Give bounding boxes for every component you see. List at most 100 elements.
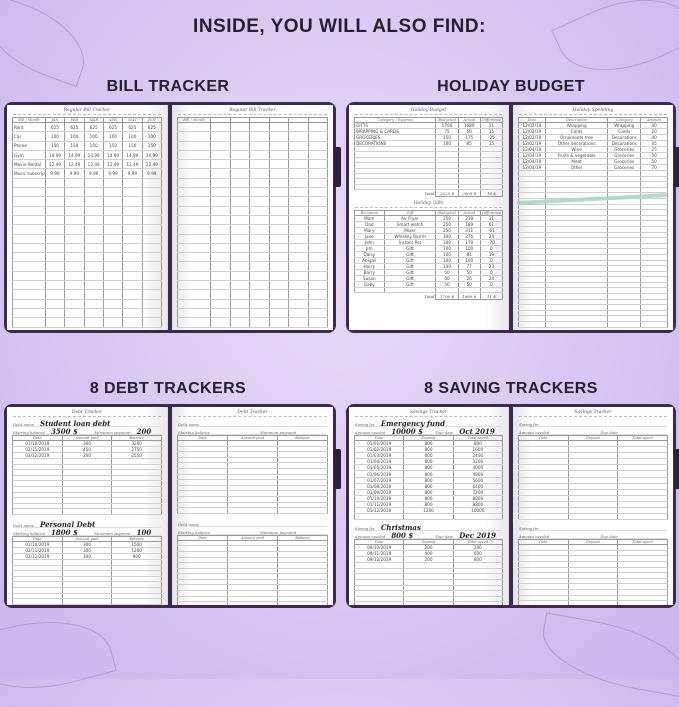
table-row [177, 224, 328, 235]
meta-right: Due date [600, 427, 623, 437]
table-row [518, 215, 668, 222]
data-table: Date Deposit Total saved 01/01/2019 800 800 01… [353, 435, 504, 521]
table-cell [544, 310, 609, 317]
table-cell: -61 [479, 227, 504, 235]
table-cell: 3200 [452, 458, 504, 466]
meta-line: Debt name Student loan debt [13, 419, 161, 428]
table-cell [177, 243, 211, 254]
table-cell: 100 [44, 131, 66, 142]
table-cell [44, 234, 66, 244]
table-row [353, 585, 504, 592]
column-header: Bill / Month [177, 117, 211, 123]
table-cell: 12/04/19 [518, 164, 546, 171]
table-row [12, 252, 163, 263]
decorative-leaf [535, 612, 679, 698]
table-cell [177, 150, 211, 161]
table-row [518, 243, 668, 250]
table-cell [210, 261, 231, 272]
table-row [12, 243, 163, 254]
meta-value: Dec 2019 [459, 531, 496, 541]
table-cell: 24 [479, 233, 504, 241]
table-cell [249, 196, 270, 207]
table-cell [268, 206, 289, 216]
table-row [353, 157, 504, 164]
table-cell [640, 181, 668, 188]
table-row: 02/11/2019 300 1200 [12, 547, 162, 554]
bill-tracker-notebook: Regular Bill Tracker Bill / Month JAN FEB M… [4, 102, 341, 333]
table-cell [12, 308, 46, 319]
meta-line: Debt name [178, 419, 327, 427]
table-row [353, 151, 504, 158]
table-cell [210, 243, 231, 254]
column-header: Balance [277, 435, 328, 441]
meta-label: Saving for [355, 422, 375, 427]
meta-line: Saving for Emergency fund [355, 419, 502, 428]
table-cell [64, 261, 85, 272]
table-row [12, 492, 162, 499]
table-row [177, 479, 328, 486]
table-cell [141, 289, 163, 300]
table-cell [307, 168, 328, 179]
table-row: Barry Gift 50 50 0 [354, 269, 504, 277]
table-cell [64, 271, 85, 282]
table-cell [288, 308, 309, 319]
table-row [518, 310, 668, 317]
table-cell: 0 [479, 281, 504, 289]
column-header: Description [544, 117, 609, 123]
table-header-row: Bill / Month [177, 117, 328, 123]
table-cell [479, 287, 504, 294]
total-cell: 2025 $ [435, 189, 459, 198]
table-cell [177, 141, 211, 151]
table-cell [307, 289, 328, 300]
table-row: 12/04/19 Meat Groceries 50 [518, 158, 668, 165]
table-row [177, 451, 328, 458]
table-cell [111, 464, 162, 471]
table-row [518, 181, 668, 188]
table-cell [544, 282, 609, 289]
table-cell [544, 304, 609, 311]
table-row [353, 596, 504, 603]
table-row [12, 289, 163, 300]
bill-page-left: Regular Bill Tracker Bill / Month JAN FEB M… [7, 105, 168, 330]
table-cell: 61 [479, 221, 504, 229]
table-row [12, 458, 162, 465]
table-cell [567, 600, 619, 605]
table-cell [177, 122, 211, 133]
table-cell [277, 457, 328, 464]
table-cell [617, 561, 668, 568]
table-row [518, 589, 668, 596]
meta-right: Due date Dec 2019 [436, 531, 496, 541]
table-cell [288, 215, 309, 226]
table-cell [277, 462, 328, 469]
column-header: Budgeted [435, 210, 459, 217]
table-cell [102, 252, 124, 263]
table-row [12, 234, 163, 244]
table-cell: 150 [44, 141, 66, 151]
table-cell [268, 224, 289, 235]
table-cell [210, 234, 231, 244]
table-cell [617, 458, 668, 466]
table-cell [249, 224, 270, 235]
table-header-row: Date Deposit Total saved [518, 435, 668, 441]
table-cell [452, 585, 504, 592]
table-cell: 70 [640, 164, 668, 171]
table-row [12, 224, 163, 235]
table-cell [617, 495, 668, 502]
table-cell [229, 150, 250, 161]
table-cell [640, 265, 668, 272]
table-cell [617, 513, 668, 521]
meta-label: Starting balance [178, 529, 211, 535]
meta-label: Debt name [178, 422, 200, 427]
table-cell: 14.99 [64, 150, 85, 161]
table-cell [268, 150, 289, 161]
table-row [518, 458, 668, 466]
meta-label: Amount needed [355, 534, 386, 540]
table-cell [353, 601, 405, 605]
table-cell [12, 508, 63, 515]
page-title: Holiday Gifts [355, 201, 502, 209]
table-row [353, 513, 504, 521]
table-row [12, 469, 162, 476]
table-cell [229, 131, 250, 142]
table-cell [452, 601, 504, 605]
table-row [518, 495, 668, 502]
